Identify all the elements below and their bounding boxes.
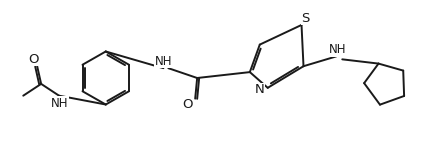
Text: N: N — [255, 83, 265, 96]
Text: O: O — [182, 98, 193, 111]
Text: NH: NH — [155, 55, 172, 68]
Text: S: S — [302, 12, 310, 25]
Text: NH: NH — [328, 43, 346, 56]
Text: NH: NH — [51, 97, 69, 110]
Text: O: O — [28, 53, 39, 66]
